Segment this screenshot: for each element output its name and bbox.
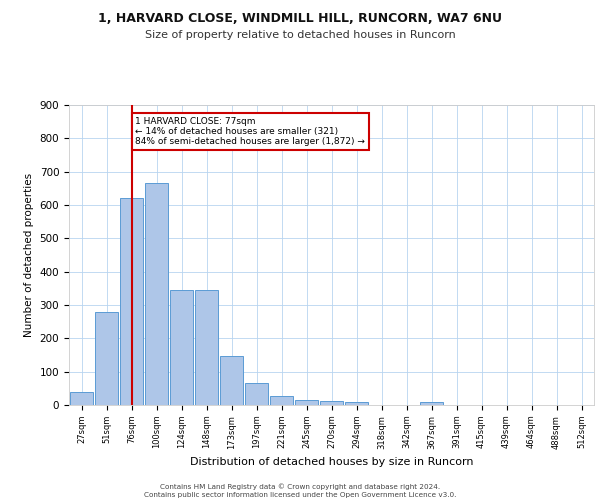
Bar [270, 396, 293, 405]
Bar [245, 384, 268, 405]
Bar [145, 184, 168, 405]
Text: Size of property relative to detached houses in Runcorn: Size of property relative to detached ho… [145, 30, 455, 40]
Bar [345, 402, 368, 405]
Bar [70, 392, 93, 405]
Bar [170, 290, 193, 405]
Bar [295, 400, 318, 405]
Y-axis label: Number of detached properties: Number of detached properties [24, 173, 34, 337]
Text: 1, HARVARD CLOSE, WINDMILL HILL, RUNCORN, WA7 6NU: 1, HARVARD CLOSE, WINDMILL HILL, RUNCORN… [98, 12, 502, 26]
Bar [420, 402, 443, 405]
Bar [320, 402, 343, 405]
X-axis label: Distribution of detached houses by size in Runcorn: Distribution of detached houses by size … [190, 457, 473, 467]
Bar [220, 356, 243, 405]
Bar [95, 312, 118, 405]
Bar [120, 198, 143, 405]
Bar [195, 290, 218, 405]
Text: Contains HM Land Registry data © Crown copyright and database right 2024.
Contai: Contains HM Land Registry data © Crown c… [144, 483, 456, 498]
Text: 1 HARVARD CLOSE: 77sqm
← 14% of detached houses are smaller (321)
84% of semi-de: 1 HARVARD CLOSE: 77sqm ← 14% of detached… [135, 116, 365, 146]
